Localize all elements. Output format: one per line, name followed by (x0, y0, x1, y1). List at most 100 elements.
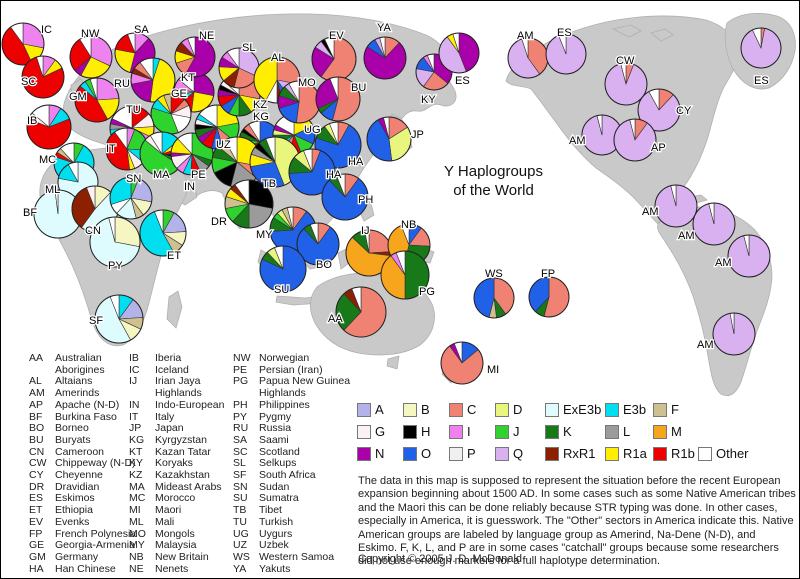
abbrev-code: PY (233, 410, 248, 423)
pie-label-MO: MO (298, 77, 316, 89)
abbrev-entry-SF: SF South Africa (233, 469, 350, 482)
abbrev-entry-NE: NE Nenets (129, 563, 224, 576)
abbrev-name: Georgia-Armenia (55, 539, 135, 552)
pie-WS (473, 277, 515, 319)
pie-ET (139, 209, 187, 257)
pie-ES-SIB (438, 32, 480, 74)
pie-GE (150, 93, 192, 135)
abbrev-entry-IJ-cont: Highlands (129, 387, 224, 400)
abbrev-code: SA (233, 433, 248, 446)
abbrev-name: Han Chinese (55, 562, 116, 575)
abbrev-code: FP (29, 527, 43, 540)
pie-label-TU: TU (126, 104, 141, 116)
abbrev-entry-IN: IN Indo-European (129, 399, 224, 412)
abbrev-name: Irian Jaya (155, 375, 201, 388)
pie-label-BF: BF (23, 207, 37, 219)
abbrev-name: Iceland (155, 363, 189, 376)
pie-outline-DR (224, 179, 274, 229)
abbrev-name: Mali (155, 515, 175, 528)
pie-label-PH: PH (358, 194, 373, 206)
abbrev-code: HA (29, 562, 44, 575)
pie-RU (130, 57, 176, 103)
abbrev-code: BF (29, 410, 43, 423)
abbrev-name: Australian (55, 352, 102, 364)
landmass-tasmania (386, 355, 400, 370)
pie-outline-PG (380, 250, 430, 300)
abbrev-entry-CY: CY Cheyenne (29, 469, 136, 482)
abbrev-entry-ML: ML Mali (129, 515, 224, 529)
pie-BF (33, 189, 83, 239)
abbrev-code: MI (129, 504, 141, 517)
pie-outline-PY (89, 216, 141, 268)
abbrev-name: Turkish (259, 515, 294, 528)
abbrev-code: AL (29, 375, 42, 388)
pie-GM (74, 77, 120, 123)
abbrev-code: DR (29, 480, 45, 493)
pie-SC (21, 55, 65, 99)
abbrev-code: SL (233, 457, 246, 470)
pie-label-BO: BO (316, 259, 332, 271)
abbrev-column-1: AA Australian Aborigines AL Altaians AM Amerin… (29, 352, 136, 575)
pie-outline-HA-N (314, 121, 362, 169)
pie-label-PG: PG (419, 286, 435, 298)
pie-label-SN: SN (126, 173, 141, 185)
pie-AM-AK (507, 37, 549, 79)
pie-label-HA-S: HA (326, 169, 342, 181)
abbrev-code: SF (233, 469, 247, 482)
pie-label-ES-SIB: ES (455, 75, 470, 87)
pie-outline-AM-COL (692, 202, 736, 246)
abbrev-code: KG (129, 433, 145, 446)
pie-label-KZ: KZ (253, 99, 267, 111)
abbrev-name: Malaysia (155, 539, 197, 552)
pie-outline-ES-AK (545, 33, 587, 75)
pie-outline-SF (94, 294, 144, 344)
landmass-madagascar (166, 290, 183, 329)
pie-PH (321, 173, 369, 221)
pie-AM-S (712, 312, 756, 356)
abbrev-entry-AA: AA Australian (29, 352, 136, 365)
abbrev-name: Papua New Guinea (259, 375, 351, 388)
abbrev-code: ET (29, 504, 43, 517)
abbrev-name: Sudan (259, 480, 290, 493)
pie-outline-CW (604, 62, 648, 106)
pie-outline-CY (637, 88, 681, 132)
abbrev-entry-KG: KG Kyrgyzstan (129, 433, 224, 447)
abbrev-entry-MO: MO Mongols (129, 528, 224, 541)
abbrev-name: Eskimos (55, 492, 95, 505)
abbrev-entry-YA: YA Yakuts (233, 563, 350, 576)
pie-label-AP: AP (651, 142, 666, 154)
pie-EV (311, 36, 357, 82)
pie-label-YA: YA (377, 22, 392, 34)
pie-SF (94, 294, 144, 344)
abbrev-name: Uzbek (259, 539, 289, 552)
pie-NW (69, 35, 113, 79)
pie-outline-FP (528, 276, 570, 318)
pie-label-AM-AK: AM (517, 30, 534, 42)
abbrev-entry-AA-cont: Aborigines (29, 364, 136, 377)
pie-PG (380, 250, 430, 300)
pie-CY (637, 88, 681, 132)
abbrev-name: Persian (Iran) (259, 363, 323, 376)
pie-label-CN: CN (85, 225, 101, 237)
abbrev-entry-ET: ET Ethiopia (29, 504, 136, 517)
abbrev-name: Kazakhstan (155, 469, 210, 482)
abbrev-entry-MY: MY Malaysia (129, 539, 224, 552)
pie-label-KT: KT (181, 72, 195, 84)
abbrev-entry-WS: WS Western Samoa (233, 551, 350, 564)
pie-outline-AA (335, 286, 387, 338)
pie-label-AA: AA (328, 313, 343, 325)
pie-label-CW: CW (616, 55, 635, 67)
pie-AM-COL (692, 202, 736, 246)
pie-outline-PH (321, 173, 369, 221)
pie-label-AM-AMZ: AM (715, 257, 732, 269)
pie-outline-SU (259, 245, 307, 293)
abbrev-entry-IB: IB Iberia (129, 352, 224, 365)
abbrev-name: Uygurs (259, 527, 293, 540)
pie-outline-JP (366, 116, 412, 162)
abbrev-code: SU (233, 492, 248, 505)
abbrev-name: Borneo (55, 422, 89, 435)
abbrev-entry-MA: MA Mideast Arabs (129, 481, 224, 494)
abbrev-name: New Britain (155, 550, 209, 563)
abbrev-code: GM (29, 550, 46, 563)
abbrev-entry-PY: PY Pygmy (233, 410, 350, 424)
